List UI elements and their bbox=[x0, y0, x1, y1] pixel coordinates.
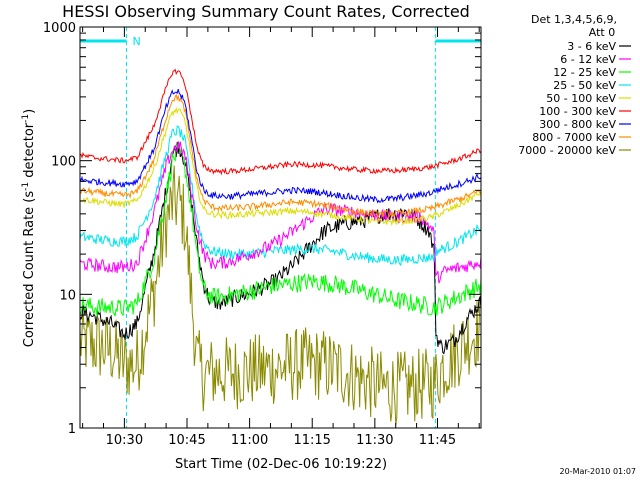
plot-area: N bbox=[79, 27, 482, 428]
y-tick-label: 10 bbox=[59, 288, 76, 303]
series-line bbox=[79, 165, 482, 425]
x-tick-label: 11:45 bbox=[419, 433, 456, 448]
legend-label: 100 - 300 keV bbox=[539, 105, 616, 118]
legend-label: 7000 - 20000 keV bbox=[518, 144, 616, 157]
chart-title: HESSI Observing Summary Count Rates, Cor… bbox=[62, 2, 470, 21]
plot-frame bbox=[79, 26, 482, 429]
x-axis: 10:30 10:45 11:00 11:15 11:30 11:45 bbox=[82, 27, 480, 448]
legend-label: 50 - 100 keV bbox=[546, 92, 616, 105]
series-line bbox=[79, 106, 482, 227]
x-tick-label: 11:15 bbox=[293, 433, 330, 448]
series-line bbox=[79, 93, 482, 219]
generation-timestamp: 20-Mar-2010 01:07 bbox=[560, 467, 637, 476]
legend-header-line-1: Det 1,3,4,5,6,9, bbox=[531, 13, 617, 26]
x-axis-label: Start Time (02-Dec-06 10:19:22) bbox=[175, 457, 387, 472]
x-tick-label: 11:30 bbox=[356, 433, 393, 448]
y-axis: 1 10 100 1000 bbox=[43, 21, 481, 437]
x-tick-label: 10:45 bbox=[168, 433, 205, 448]
series-line bbox=[79, 88, 482, 204]
x-tick-label: 11:00 bbox=[231, 433, 268, 448]
legend-label: 12 - 25 keV bbox=[553, 66, 616, 79]
legend-label: 25 - 50 keV bbox=[553, 79, 616, 92]
y-tick-label: 100 bbox=[51, 155, 76, 170]
legend-label: 800 - 7000 keV bbox=[532, 131, 616, 144]
series-line bbox=[79, 125, 482, 267]
legend-label: 3 - 6 keV bbox=[567, 40, 616, 53]
legend-label: 300 - 800 keV bbox=[539, 118, 616, 131]
legend-label: 6 - 12 keV bbox=[560, 53, 616, 66]
y-tick-label: 1000 bbox=[43, 21, 76, 36]
y-tick-label: 1 bbox=[68, 422, 76, 437]
series-line bbox=[79, 68, 482, 176]
series-line bbox=[79, 141, 482, 284]
legend-header-line-2: Att 0 bbox=[589, 26, 615, 39]
night-flag-label: N bbox=[132, 35, 140, 48]
x-tick-label: 10:30 bbox=[106, 433, 143, 448]
y-axis-label: Corrected Count Rate (s-1 detector-1) bbox=[21, 109, 37, 347]
series-line bbox=[79, 140, 482, 317]
